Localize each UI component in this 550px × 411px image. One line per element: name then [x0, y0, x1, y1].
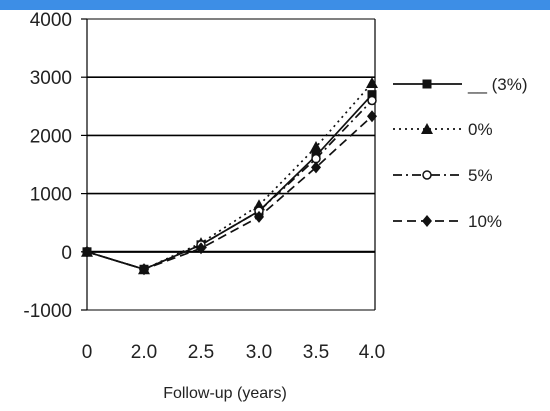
series-line	[86, 82, 373, 271]
legend-label: __ (3%)	[467, 75, 528, 94]
x-tick-label: 4.0	[359, 342, 385, 363]
series-lines	[81, 77, 378, 276]
y-tick-label: 1000	[30, 185, 72, 206]
diamond-marker	[82, 245, 92, 258]
grid-lines	[87, 76, 375, 253]
triangle-marker	[421, 123, 433, 134]
series-line	[86, 115, 373, 271]
x-tick-label: 3.5	[303, 342, 329, 363]
y-tick-label: -1000	[23, 301, 72, 322]
series-0	[82, 90, 377, 274]
legend-item: 10%	[393, 212, 502, 231]
axes	[81, 18, 376, 311]
x-tick-label: 3.0	[246, 342, 272, 363]
legend-label: 5%	[468, 166, 493, 185]
diamond-marker	[196, 242, 206, 255]
legend-item: __ (3%)	[393, 75, 528, 94]
y-tick-label: 4000	[30, 10, 72, 31]
legend-item: 5%	[393, 166, 493, 185]
series-3	[82, 110, 377, 276]
triangle-marker	[310, 141, 322, 153]
square-marker	[422, 79, 432, 89]
y-tick-label: 3000	[30, 68, 72, 89]
square-marker	[367, 90, 377, 100]
diamond-marker	[422, 215, 432, 227]
x-tick-label: 2.0	[131, 342, 157, 363]
diamond-marker	[254, 210, 264, 223]
legend-label: 0%	[468, 120, 493, 139]
y-tick-label: 0	[61, 243, 72, 264]
diamond-marker	[311, 161, 321, 174]
x-axis-label: Follow-up (years)	[163, 385, 287, 402]
series-2	[82, 95, 377, 275]
diamond-marker	[139, 263, 149, 276]
x-tick-label: 0	[82, 342, 93, 363]
triangle-marker	[366, 77, 378, 89]
circle-marker	[422, 170, 432, 180]
series-line	[86, 99, 373, 271]
legend-label: 10%	[468, 212, 502, 231]
legend: __ (3%) 0% 5% 10%	[393, 75, 528, 231]
y-tick-labels: 4000 3000 2000 1000 0 -1000	[23, 10, 72, 322]
x-tick-label: 2.5	[188, 342, 214, 363]
diamond-marker	[367, 110, 377, 123]
circle-marker	[367, 95, 377, 106]
series-1	[81, 77, 378, 275]
x-tick-labels: 0 2.0 2.5 3.0 3.5 4.0	[82, 342, 386, 363]
top-accent-bar	[0, 0, 550, 10]
series-line	[86, 94, 373, 271]
y-tick-label: 2000	[30, 126, 72, 147]
legend-item: 0%	[393, 120, 493, 139]
